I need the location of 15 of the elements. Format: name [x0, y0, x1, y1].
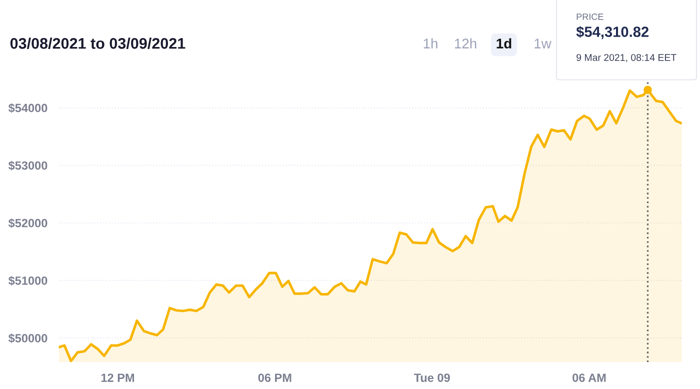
x-tick-label: 06 PM	[258, 374, 292, 382]
x-tick-label: Tue 09	[414, 374, 450, 382]
y-tick-label: $54000	[8, 103, 48, 113]
text: 12h	[454, 38, 476, 48]
x-tick-label: 06 AM	[572, 374, 606, 382]
text: 1w	[534, 38, 552, 48]
chart-title: 03/08/2021 to 03/09/2021	[10, 38, 186, 49]
x-tick-label: 12 PM	[101, 374, 134, 382]
text: 1d	[496, 38, 512, 48]
y-tick-label: $53000	[8, 160, 48, 170]
annotation: PRICE $54,310.82 9 Mar 2021, 08:14 EET	[576, 14, 676, 62]
y-tick-label: $51000	[8, 276, 48, 286]
y-tick-label: $50000	[8, 334, 48, 344]
text: 1h	[424, 38, 438, 48]
y-tick-label: $52000	[8, 218, 48, 228]
